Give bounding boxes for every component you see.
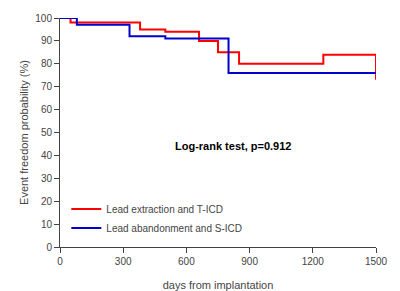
svg-text:40: 40	[41, 150, 53, 161]
svg-text:70: 70	[41, 81, 53, 92]
svg-text:Log-rank test, p=0.912: Log-rank test, p=0.912	[175, 140, 291, 152]
svg-text:Lead extraction and T-ICD: Lead extraction and T-ICD	[106, 204, 223, 215]
svg-text:300: 300	[115, 256, 132, 267]
svg-text:Lead abandonment and S-ICD: Lead abandonment and S-ICD	[106, 223, 242, 234]
svg-text:600: 600	[178, 256, 195, 267]
svg-text:30: 30	[41, 173, 53, 184]
svg-text:60: 60	[41, 104, 53, 115]
svg-text:1500: 1500	[365, 256, 388, 267]
svg-text:days from implantation: days from implantation	[163, 279, 274, 291]
svg-text:0: 0	[46, 242, 52, 253]
svg-text:900: 900	[241, 256, 258, 267]
svg-text:50: 50	[41, 127, 53, 138]
svg-text:10: 10	[41, 219, 53, 230]
svg-text:90: 90	[41, 35, 53, 46]
svg-text:0: 0	[57, 256, 63, 267]
svg-text:1200: 1200	[302, 256, 325, 267]
svg-text:100: 100	[35, 13, 52, 24]
svg-text:Event freedom probability (%): Event freedom probability (%)	[18, 60, 30, 205]
svg-text:20: 20	[41, 196, 53, 207]
svg-text:80: 80	[41, 58, 53, 69]
